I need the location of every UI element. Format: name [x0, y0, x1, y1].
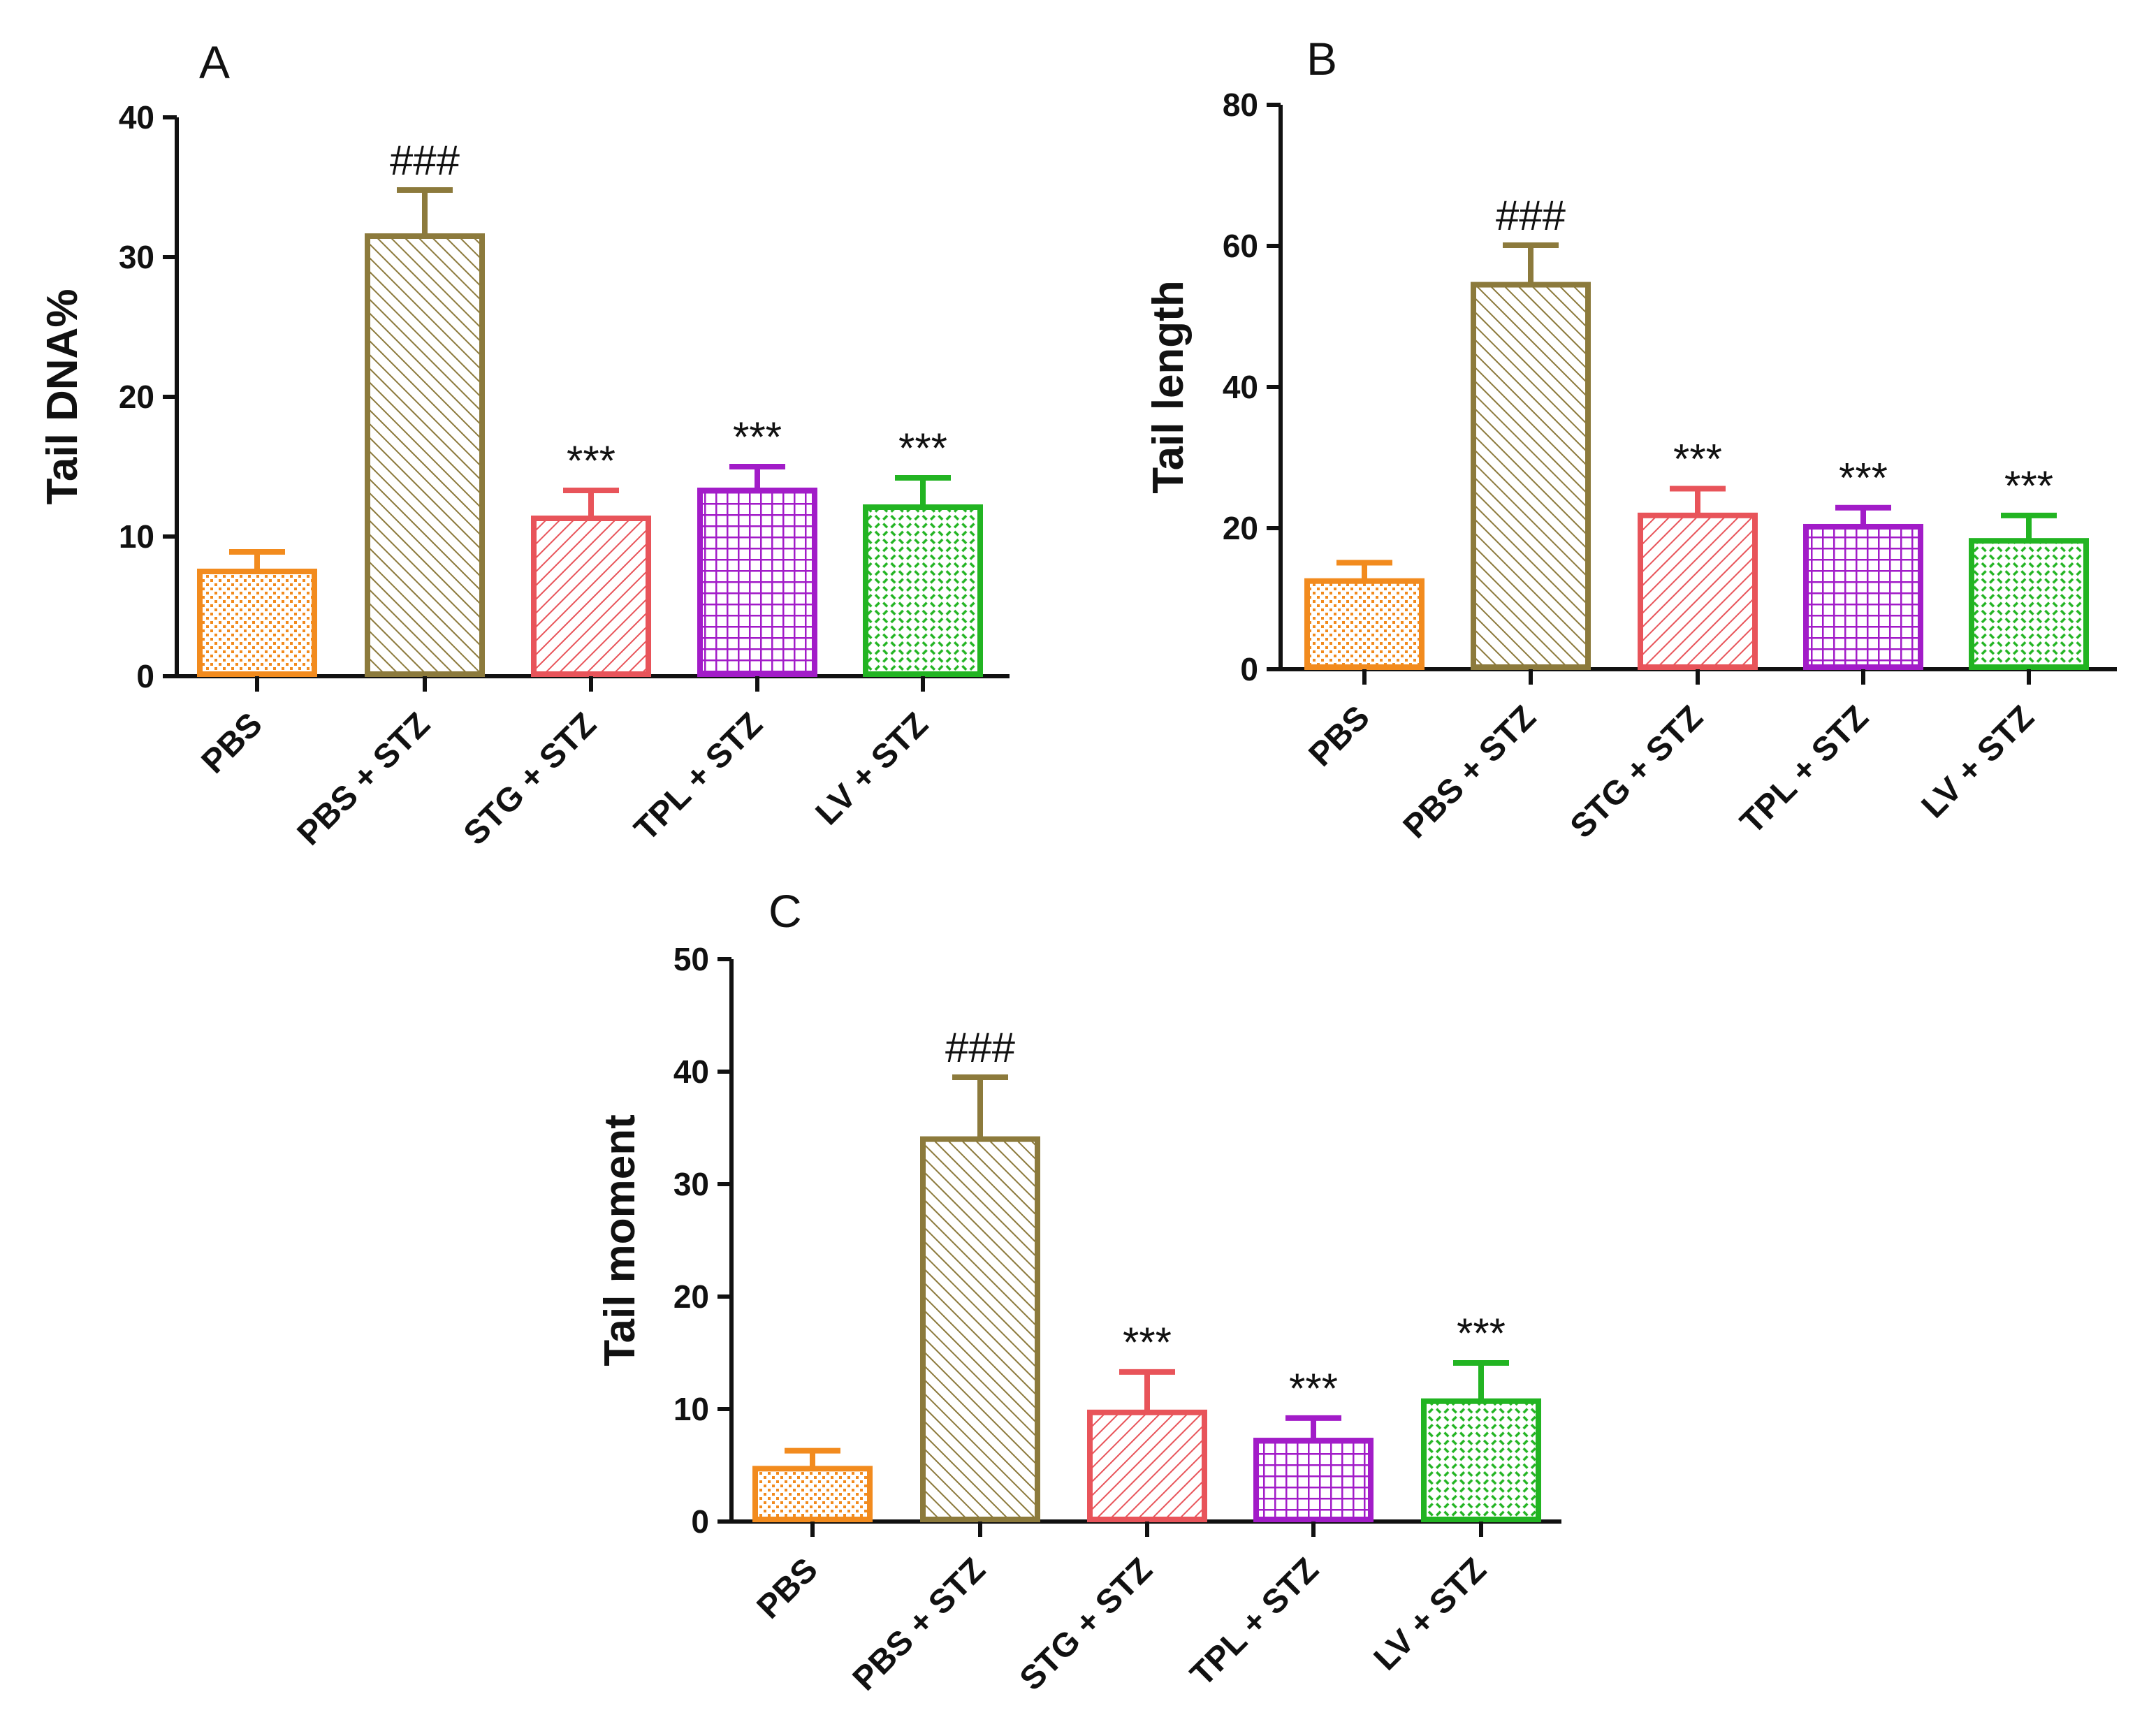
y-tick-label: 40	[1223, 369, 1258, 405]
y-tick-label: 20	[1223, 510, 1258, 546]
significance-label: ***	[733, 414, 782, 460]
significance-label: ***	[2004, 462, 2053, 509]
y-tick-label: 30	[119, 239, 154, 275]
bar	[1253, 1438, 1374, 1523]
category-label: LV + STZ	[809, 706, 935, 832]
plot-b: 0 20 40 60 80 Tail length PBS PBS + STZ ### STG +…	[1144, 87, 2117, 845]
y-tick-label: 40	[673, 1053, 709, 1090]
y-tick-label: 80	[1223, 87, 1258, 123]
y-tick-label: 0	[1240, 651, 1258, 687]
bar	[1638, 512, 1758, 670]
bar	[365, 233, 485, 677]
category-label: TPL + STZ	[1183, 1551, 1326, 1693]
bar	[1304, 578, 1425, 670]
significance-label: ***	[1839, 455, 1888, 502]
category-label: PBS	[750, 1551, 825, 1626]
panel-letter-a: A	[199, 36, 230, 88]
significance-label: ***	[1457, 1310, 1506, 1357]
y-tick-label: 20	[673, 1278, 709, 1315]
plot-a: 0 10 20 30 40 Tail DNA% PBS PBS + STZ ### STG + S…	[38, 99, 1010, 852]
y-axis-title-a: Tail DNA%	[38, 289, 87, 505]
y-tick-label: 0	[691, 1503, 709, 1540]
y-tick-label: 60	[1223, 228, 1258, 264]
category-label: LV + STZ	[1915, 699, 2041, 825]
panel-a: A 0 10 20 30 40 Tail DNA% PBS PBS + STZ ### STG +…	[38, 36, 1010, 852]
bar	[197, 569, 317, 677]
y-axis-title-c: Tail moment	[596, 1114, 644, 1366]
significance-label: ###	[945, 1024, 1016, 1071]
bar	[1803, 523, 1923, 670]
category-label: PBS + STZ	[1397, 699, 1543, 845]
panel-letter-c: C	[768, 885, 802, 937]
bar	[1969, 538, 2089, 670]
y-tick-label: 50	[673, 941, 709, 977]
category-label: STG + STZ	[1013, 1551, 1160, 1698]
significance-label: ***	[567, 437, 615, 484]
panel-c: C 0 10 20 30 40 50 Tail moment PBS PBS + STZ ### S…	[596, 885, 1561, 1698]
category-label: PBS + STZ	[846, 1551, 993, 1698]
category-label: TPL + STZ	[627, 706, 770, 848]
significance-label: ***	[1123, 1319, 1172, 1366]
category-label: LV + STZ	[1367, 1551, 1494, 1677]
panel-letter-b: B	[1306, 33, 1337, 85]
bar	[531, 516, 651, 677]
category-label: PBS	[1302, 699, 1377, 773]
bar	[697, 488, 817, 677]
bar	[920, 1136, 1040, 1522]
plot-c: 0 10 20 30 40 50 Tail moment PBS PBS + STZ ### STG…	[596, 941, 1561, 1698]
bar	[1471, 282, 1591, 670]
significance-label: ###	[390, 137, 460, 184]
y-tick-label: 10	[119, 518, 154, 555]
bar	[863, 504, 983, 677]
bar	[752, 1466, 873, 1523]
category-label: STG + STZ	[1564, 699, 1710, 845]
significance-label: ***	[898, 425, 947, 472]
significance-label: ###	[1496, 192, 1566, 239]
y-tick-label: 0	[136, 658, 154, 694]
bar	[1087, 1409, 1207, 1522]
y-axis-title-b: Tail length	[1144, 280, 1193, 493]
significance-label: ***	[1289, 1365, 1338, 1412]
panel-b: B 0 20 40 60 80 Tail length PBS PBS + STZ ### STG…	[1144, 33, 2117, 845]
y-tick-label: 40	[119, 99, 154, 136]
bar	[1421, 1398, 1541, 1522]
category-label: STG + STZ	[457, 706, 604, 852]
category-label: TPL + STZ	[1733, 699, 1876, 841]
y-tick-label: 30	[673, 1166, 709, 1202]
category-label: PBS + STZ	[291, 706, 437, 852]
y-tick-label: 20	[119, 379, 154, 415]
category-label: PBS	[195, 706, 270, 780]
y-tick-label: 10	[673, 1391, 709, 1427]
significance-label: ***	[1673, 435, 1722, 482]
